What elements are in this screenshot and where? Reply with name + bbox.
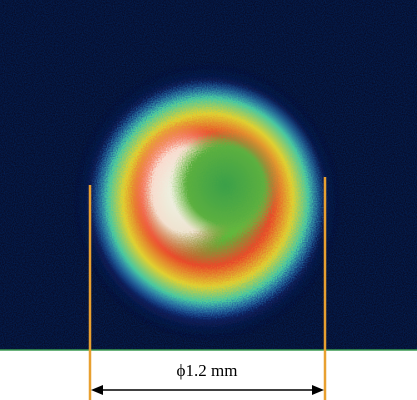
dimension-label: ϕ1.2 mm xyxy=(177,361,238,380)
figure: ϕ1.2 mm xyxy=(0,0,417,400)
beam-image xyxy=(0,0,417,350)
